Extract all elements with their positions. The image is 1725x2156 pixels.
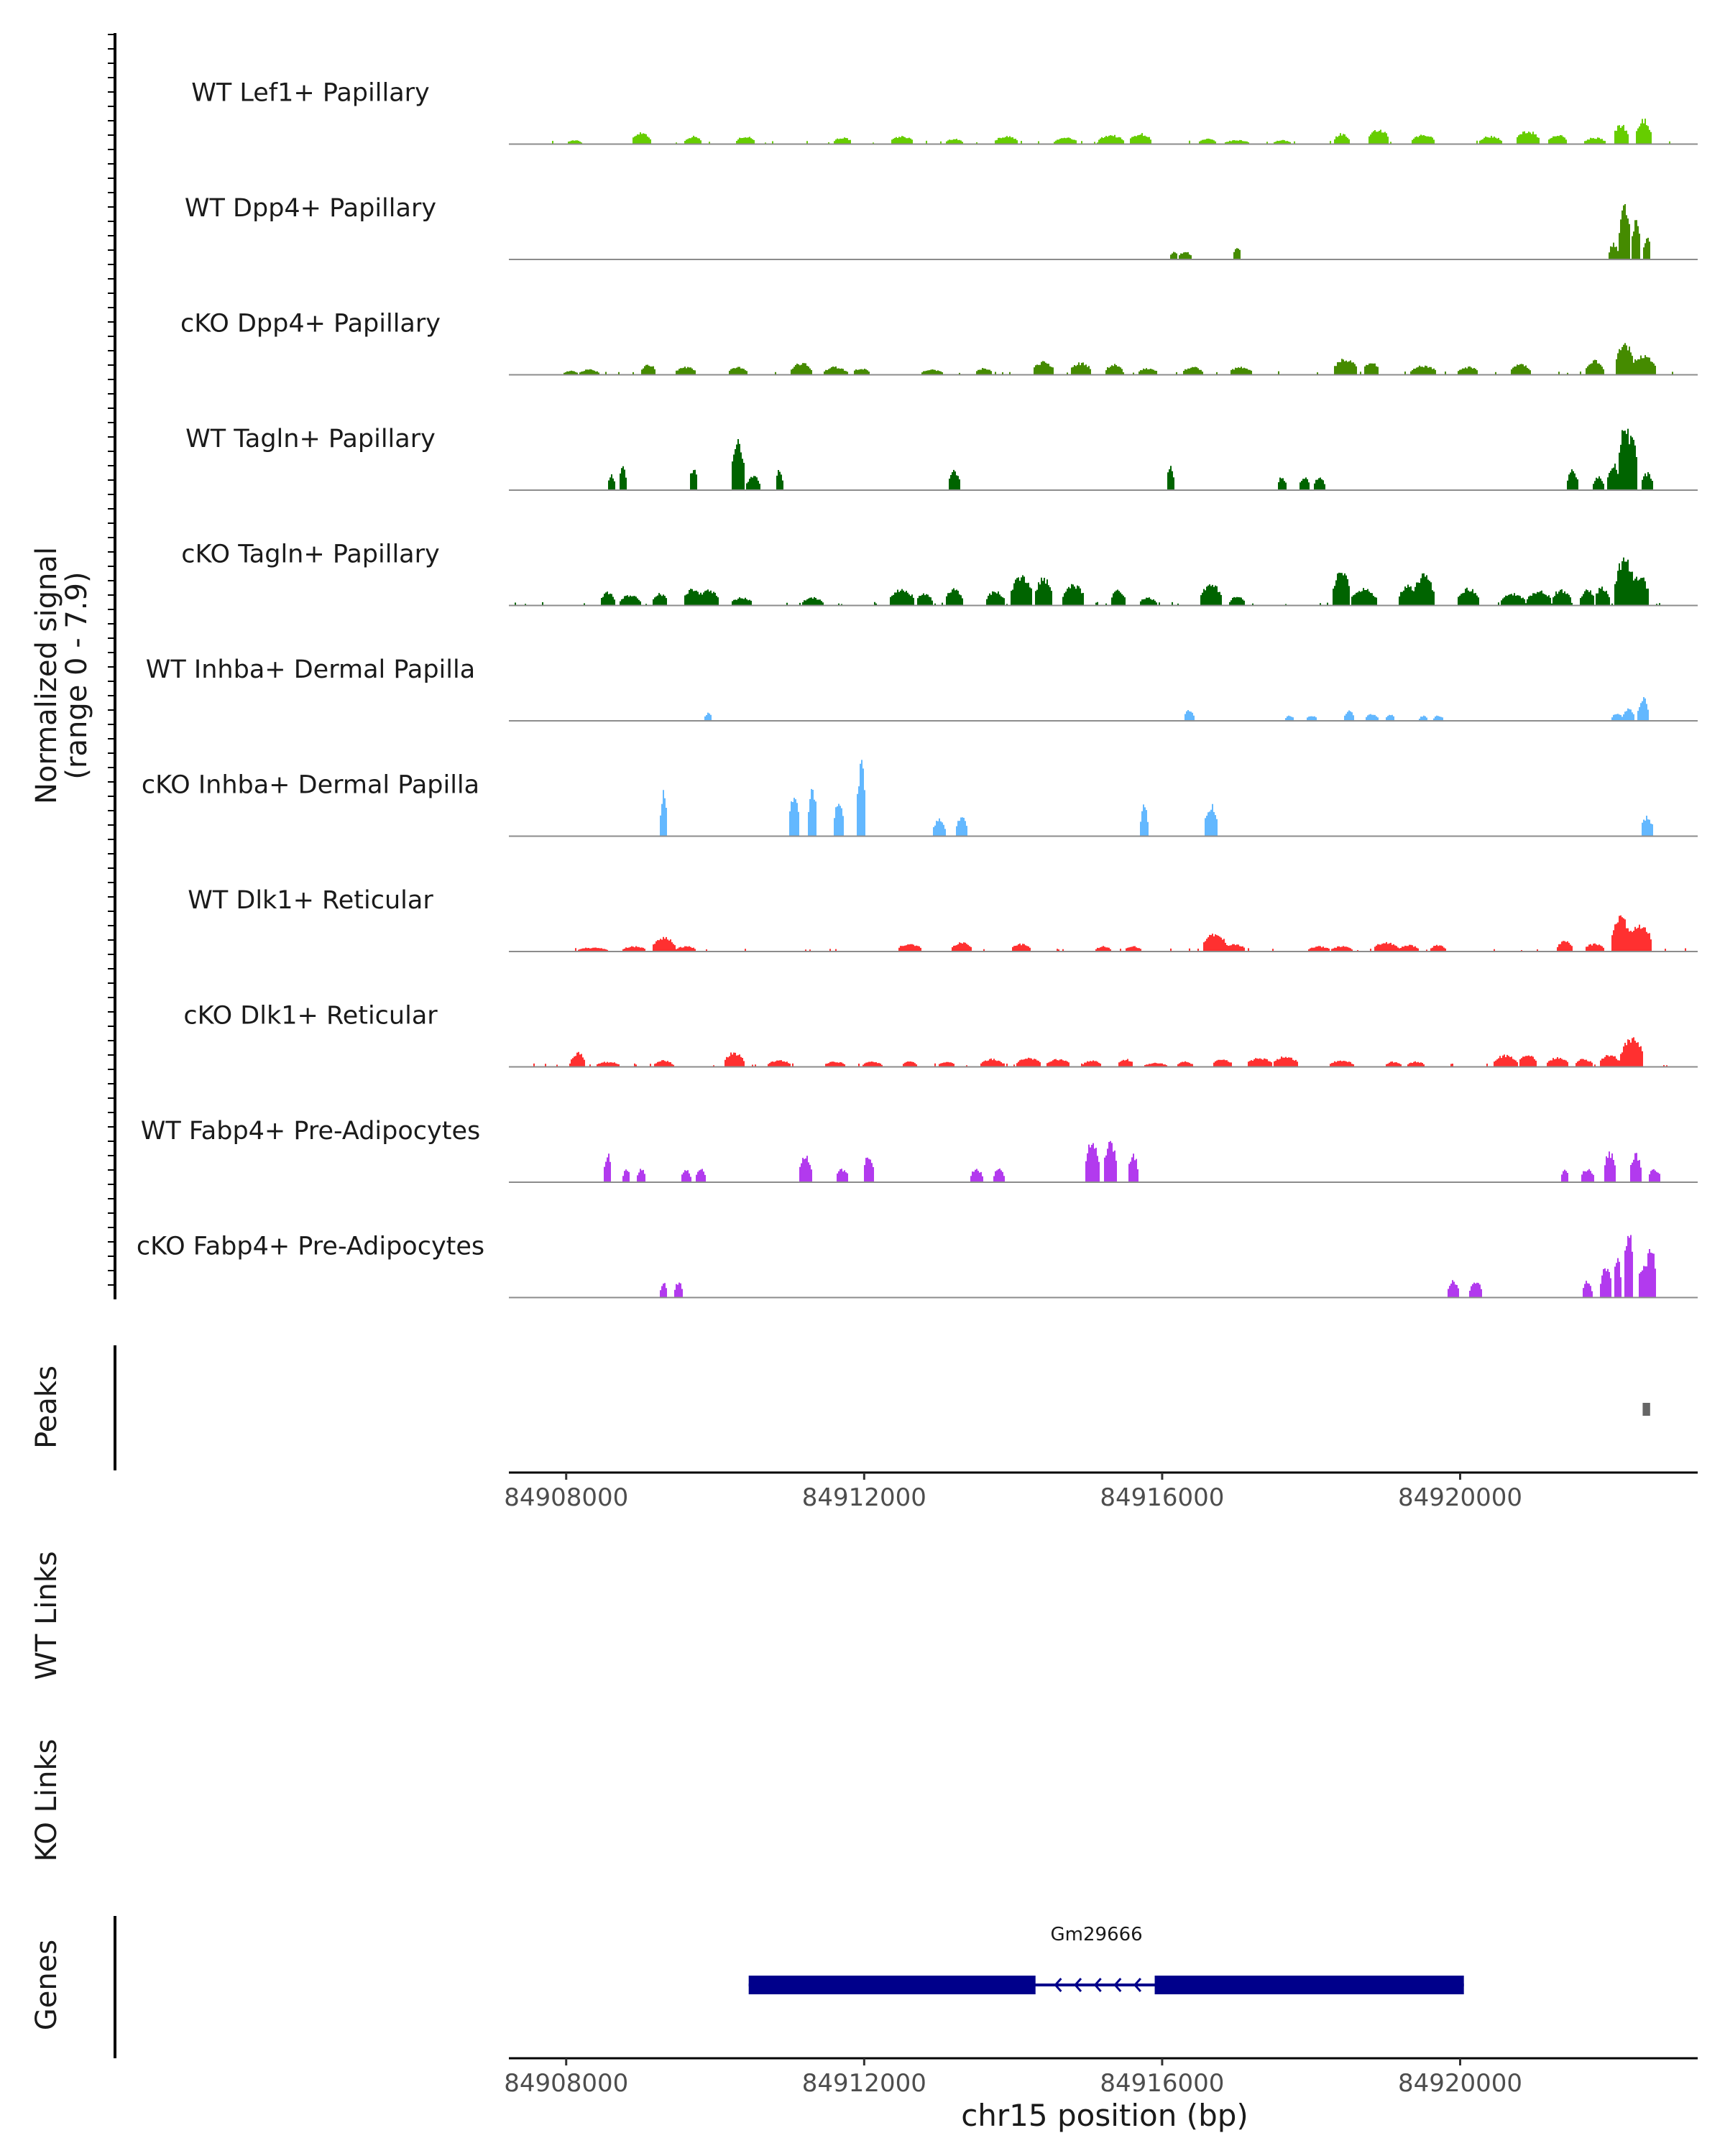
- coverage-track: cKO Fabp4+ Pre-Adipocytes: [137, 1233, 1698, 1299]
- track-label: cKO Fabp4+ Pre-Adipocytes: [137, 1233, 484, 1261]
- x-axis-label: chr15 position (bp): [961, 2098, 1248, 2133]
- genes-x-tick-label: 84916000: [1100, 2069, 1224, 2098]
- coverage-track: cKO Dlk1+ Reticular: [183, 1002, 1698, 1068]
- coverage-area: [510, 204, 1695, 259]
- coverage-area: [510, 1141, 1695, 1182]
- peaks-panel: 84908000 84912000 84916000 84920000: [114, 1345, 1698, 1512]
- genes-x-tick-label: 84920000: [1398, 2069, 1522, 2098]
- strand-arrow-icon: [1133, 1978, 1142, 1992]
- y-axis-label-line2: (range 0 - 7.9): [60, 571, 93, 779]
- coverage-track: cKO Inhba+ Dermal Papilla: [142, 760, 1698, 837]
- coverage-track: WT Inhba+ Dermal Papilla: [146, 655, 1698, 722]
- coverage-area: [510, 1037, 1695, 1067]
- signal-axis: [108, 33, 116, 1299]
- coverage-area: [510, 343, 1695, 375]
- coverage-tracks: WT Lef1+ Papillary WT Dpp4+ Papillary cKO …: [137, 79, 1698, 1299]
- coverage-track: WT Fabp4+ Pre-Adipocytes: [141, 1117, 1698, 1183]
- peaks-x-tick-label: 84908000: [504, 1483, 628, 1512]
- coverage-area: [510, 697, 1695, 721]
- wt-links-track-label: WT Links: [30, 1551, 63, 1680]
- peaks-x-tick-label: 84916000: [1100, 1483, 1224, 1512]
- peaks-x-tick-label: 84912000: [802, 1483, 926, 1512]
- gene-exon: [748, 1976, 1036, 1994]
- track-label: WT Tagln+ Papillary: [185, 425, 436, 453]
- peaks-x-tick-label: 84920000: [1398, 1483, 1522, 1512]
- coverage-track: WT Dlk1+ Reticular: [188, 886, 1698, 952]
- strand-arrow-icon: [1113, 1978, 1122, 1992]
- coverage-track: WT Lef1+ Papillary: [191, 79, 1698, 145]
- track-label: WT Dlk1+ Reticular: [188, 886, 433, 915]
- genes-x-tick-label: 84912000: [802, 2069, 926, 2098]
- coverage-track: WT Tagln+ Papillary: [185, 425, 1698, 491]
- coverage-area: [510, 119, 1695, 144]
- coverage-area: [510, 557, 1695, 606]
- gene-exon: [1154, 1976, 1464, 1994]
- genes-track-label: Genes: [30, 1940, 63, 2030]
- track-label: WT Dpp4+ Papillary: [185, 194, 436, 223]
- peak-region: [1642, 1403, 1650, 1416]
- strand-arrow-icon: [1093, 1978, 1102, 1992]
- track-label: cKO Dpp4+ Papillary: [180, 310, 441, 338]
- strand-arrow-icon: [1054, 1978, 1062, 1992]
- coverage-area: [510, 915, 1695, 952]
- coverage-area: [510, 1235, 1695, 1298]
- ko-links-track-label: KO Links: [30, 1739, 63, 1862]
- track-label: cKO Dlk1+ Reticular: [183, 1002, 438, 1031]
- coverage-track: cKO Dpp4+ Papillary: [180, 310, 1698, 376]
- coverage-area: [510, 760, 1695, 837]
- y-axis-label-line1: Normalized signal: [30, 547, 63, 804]
- track-label: cKO Inhba+ Dermal Papilla: [142, 771, 479, 800]
- coverage-track: WT Dpp4+ Papillary: [185, 194, 1698, 260]
- strand-arrow-icon: [1073, 1978, 1082, 1992]
- gene-name-label: Gm29666: [1051, 1924, 1143, 1945]
- track-label: WT Lef1+ Papillary: [191, 79, 430, 108]
- coverage-track: cKO Tagln+ Papillary: [181, 540, 1698, 607]
- track-label: cKO Tagln+ Papillary: [181, 540, 440, 569]
- genes-panel: Gm29666 84908000 84912000 84916000 84920000: [114, 1916, 1698, 2098]
- peaks-track-label: Peaks: [30, 1365, 63, 1449]
- genes-x-tick-label: 84908000: [504, 2069, 628, 2098]
- coverage-area: [510, 428, 1695, 490]
- track-label: WT Inhba+ Dermal Papilla: [146, 655, 475, 684]
- track-label: WT Fabp4+ Pre-Adipocytes: [141, 1117, 480, 1146]
